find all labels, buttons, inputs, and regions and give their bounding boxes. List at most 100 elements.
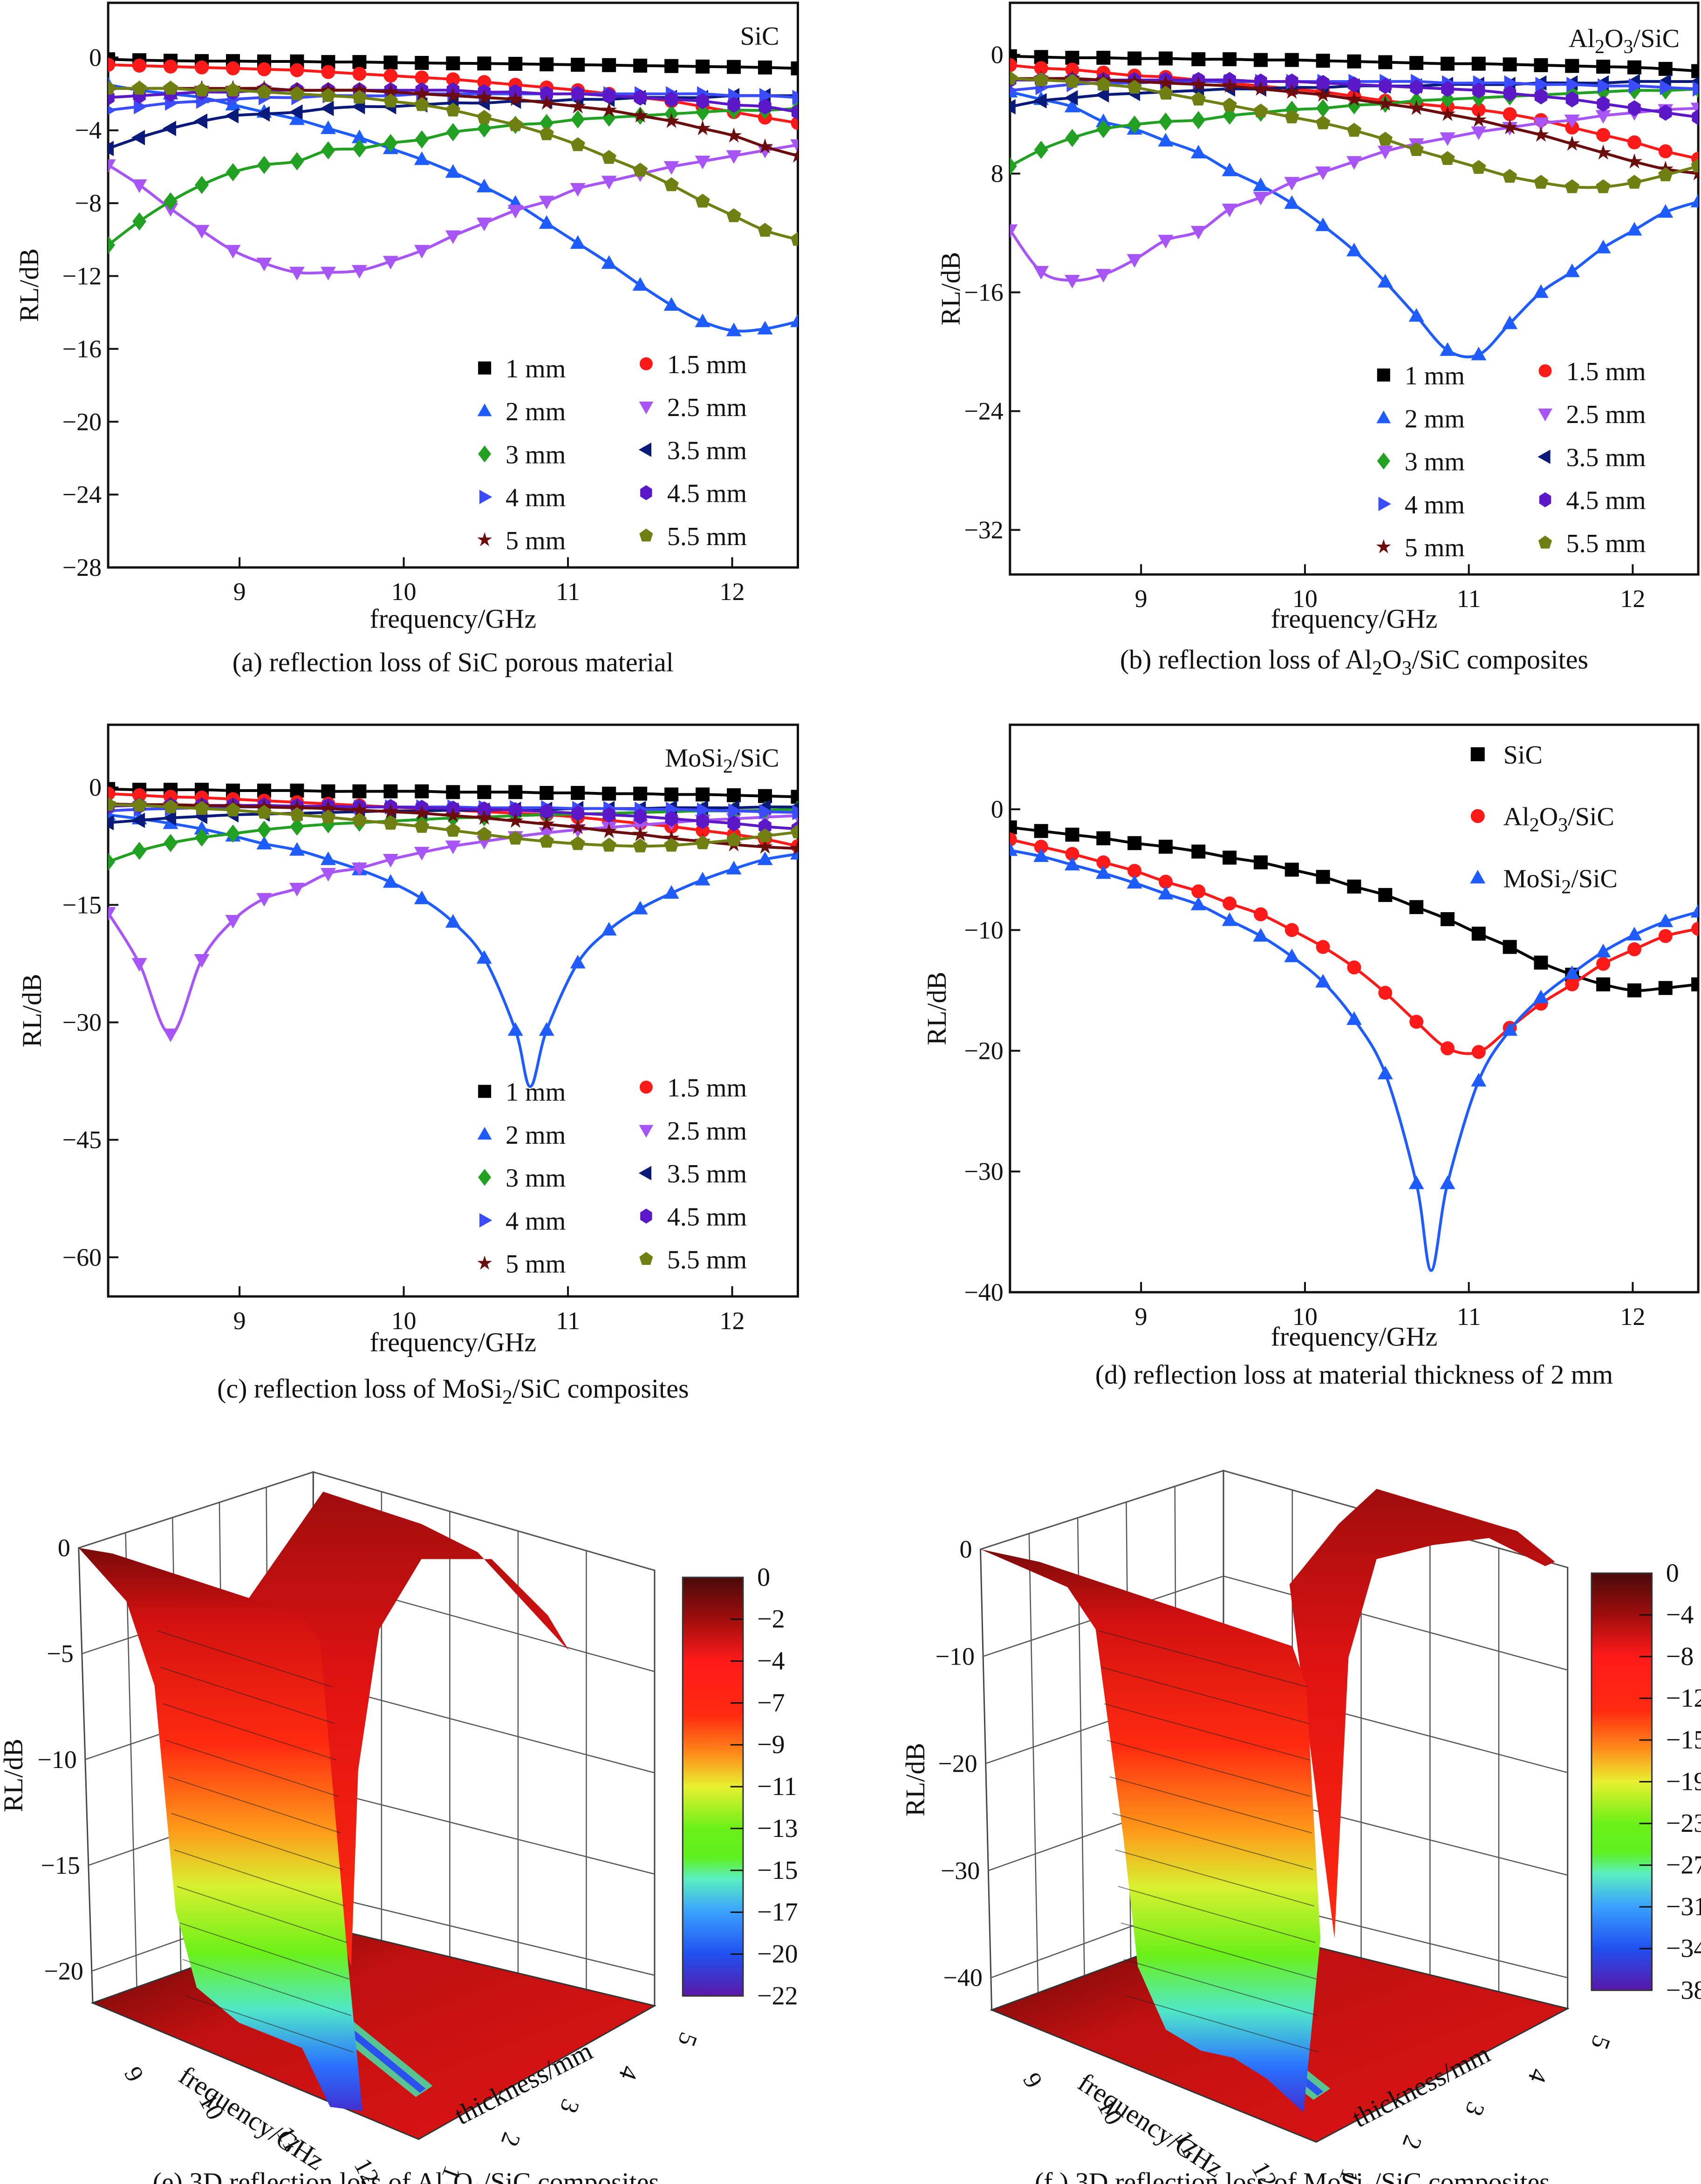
data-point-marker (1627, 135, 1641, 150)
data-point-marker (108, 786, 116, 801)
legend-label: 3.5 mm (667, 436, 747, 465)
data-point-marker (790, 232, 798, 246)
data-point-marker (134, 99, 148, 115)
data-point-marker (445, 914, 461, 928)
data-point-marker (696, 59, 710, 74)
data-point-marker (1034, 61, 1048, 75)
data-point-marker (792, 89, 798, 105)
colorbar-tick-label: 0 (1666, 1559, 1679, 1588)
colorbar-tick-label: −22 (757, 1981, 798, 2010)
legend-marker (1470, 809, 1485, 823)
data-point-marker (108, 236, 116, 254)
data-point-marker (1034, 839, 1048, 854)
data-point-marker (540, 114, 554, 132)
colorbar-tick-label: −27 (1666, 1851, 1701, 1880)
legend-marker (477, 1126, 492, 1140)
x-tick-label: 11 (556, 578, 580, 606)
data-point-marker (108, 806, 116, 821)
colorbar-tick-label: −17 (757, 1898, 798, 1927)
data-point-marker (1628, 100, 1641, 116)
legend-marker (478, 361, 492, 375)
legend-label: 3.5 mm (1566, 443, 1646, 472)
data-point-marker (695, 156, 710, 170)
data-point-marker (1285, 73, 1298, 90)
y-tick-label: −32 (964, 516, 1003, 544)
surface-contour (1126, 1995, 1319, 2053)
legend-marker (1376, 539, 1391, 553)
data-point-marker (162, 810, 177, 826)
data-point-marker (108, 907, 116, 921)
data-point-marker (1534, 58, 1548, 72)
data-point-marker (696, 787, 710, 802)
legend-marker (477, 532, 492, 546)
data-point-marker (108, 159, 116, 173)
y-axis-title: RL/dB (14, 248, 44, 322)
y-tick-label: −24 (964, 397, 1003, 425)
data-point-marker (571, 86, 584, 102)
data-point-marker (132, 212, 147, 231)
legend-label: 5 mm (506, 1250, 566, 1279)
data-point-marker (320, 868, 336, 882)
data-point-marker (1377, 95, 1394, 111)
data-point-marker (351, 82, 368, 97)
data-point-marker (790, 824, 798, 839)
legend-label: 3.5 mm (667, 1160, 747, 1188)
data-point-marker (477, 826, 492, 841)
data-point-marker (1533, 175, 1549, 189)
data-point-marker (383, 93, 398, 108)
z-grid-line (983, 1575, 1568, 1671)
data-point-marker (1410, 79, 1423, 96)
data-point-marker (352, 812, 367, 827)
data-point-marker (539, 215, 554, 229)
data-point-marker (1626, 222, 1642, 236)
chart-panel-d: 9 10 11 12 0 −10 −20 −30 −40 frequency/GHz RL/dB (d… (922, 723, 1700, 1390)
data-point-marker (108, 797, 116, 811)
data-point-marker (1440, 912, 1455, 926)
data-point-marker (321, 809, 336, 824)
data-point-marker (1658, 204, 1674, 218)
chart-title: MoSi2/SiC (665, 744, 779, 778)
legend-marker (478, 1168, 492, 1186)
legend-label: 2.5 mm (1566, 400, 1646, 429)
data-point-marker (131, 179, 147, 193)
legend-marker (639, 528, 653, 542)
data-point-marker (383, 83, 399, 99)
data-point-marker (1064, 90, 1078, 106)
wall-grid-line (125, 1532, 137, 1987)
data-point-marker (791, 790, 798, 804)
data-point-marker (289, 807, 305, 821)
z-axis-title: RL/dB (900, 1743, 930, 1816)
data-point-marker (1690, 165, 1699, 181)
data-point-marker (383, 784, 398, 799)
data-point-marker (163, 1028, 178, 1042)
x-tick-label: 9 (1135, 585, 1148, 613)
data-point-marker (1033, 93, 1047, 109)
data-point-marker (1627, 60, 1641, 75)
legend-marker (638, 1166, 652, 1181)
data-point-marker (256, 258, 272, 272)
thickness-tick-label: 2 (1397, 2132, 1428, 2153)
plot-frame (1009, 1, 1700, 576)
data-point-marker (1158, 839, 1173, 854)
data-point-marker (1034, 50, 1048, 64)
data-point-marker (132, 58, 147, 73)
legend-label: 4 mm (506, 484, 566, 512)
legend-marker (638, 443, 652, 457)
data-point-marker (1346, 156, 1362, 170)
data-point-marker (540, 785, 554, 800)
data-point-marker (257, 820, 271, 839)
data-point-marker (1010, 224, 1018, 238)
x-tick-label: 9 (233, 1307, 246, 1335)
data-point-marker (1564, 179, 1579, 193)
data-point-marker (602, 806, 615, 823)
data-point-marker (695, 872, 710, 886)
data-point-marker (790, 313, 798, 328)
legend-label: 4.5 mm (1566, 486, 1646, 515)
x-tick-label: 9 (233, 578, 246, 606)
data-point-marker (446, 785, 460, 799)
data-point-marker (1564, 114, 1580, 129)
data-point-marker (664, 787, 679, 802)
data-point-marker (1158, 234, 1174, 249)
y-tick-label: 0 (89, 43, 102, 71)
